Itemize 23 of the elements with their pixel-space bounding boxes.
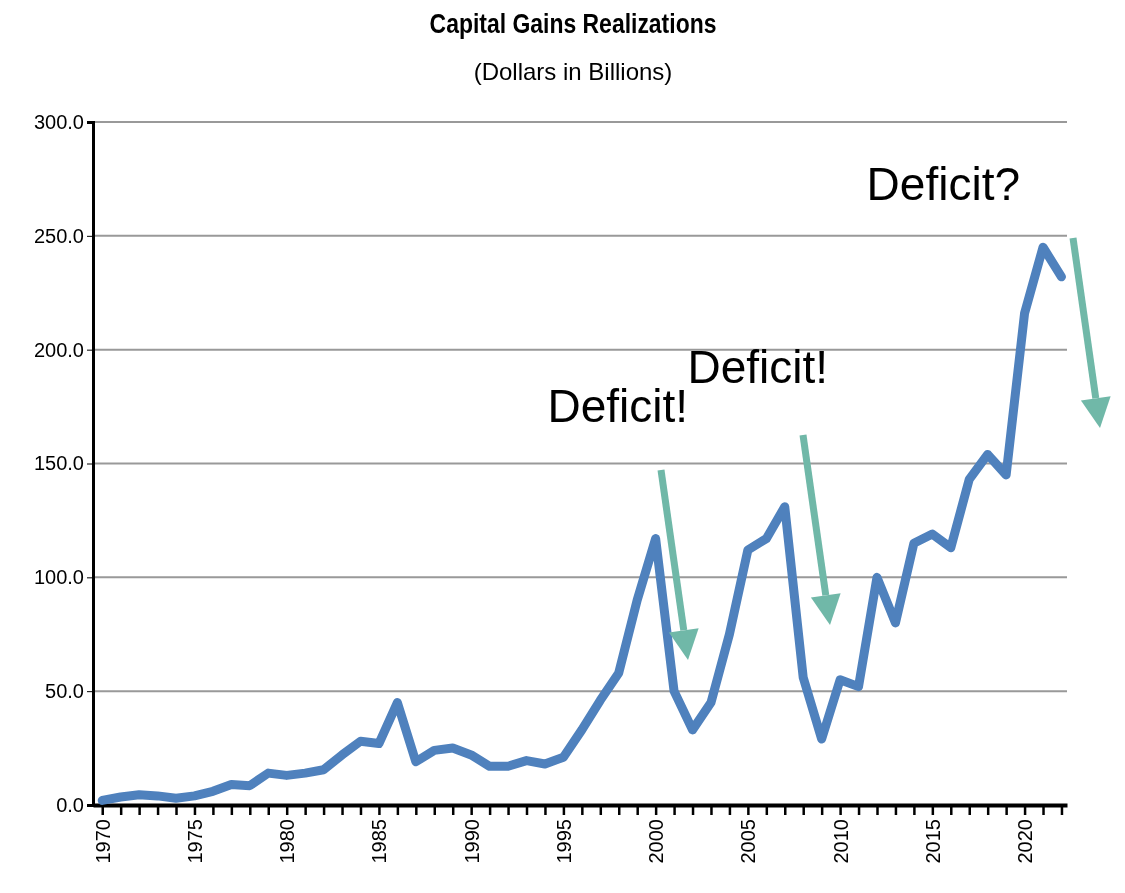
x-tick-label: 1970: [91, 819, 114, 864]
x-tick-label: 2020: [1014, 819, 1037, 864]
chart-subtitle: (Dollars in Billions): [473, 58, 673, 85]
x-tick-label: 1985: [368, 819, 391, 864]
y-tick-label: 0.0: [56, 793, 84, 816]
chart-title: Capital Gains Realizations: [429, 8, 717, 39]
annotation: Deficit!: [547, 380, 688, 432]
x-tick-label: 2000: [645, 819, 668, 864]
y-tick-label: 250.0: [33, 224, 84, 247]
x-tick-label: 2015: [921, 819, 944, 864]
annotation: Deficit?: [866, 158, 1020, 210]
y-tick-label: 50.0: [45, 680, 84, 703]
y-tick-label: 150.0: [33, 452, 84, 475]
y-tick-label: 300.0: [33, 110, 84, 133]
x-tick-label: 1995: [552, 819, 575, 864]
y-tick-label: 100.0: [33, 566, 84, 589]
x-tick-label: 2005: [737, 819, 760, 864]
x-tick-label: 1990: [460, 819, 483, 864]
x-tick-label: 1980: [276, 819, 299, 864]
x-tick-label: 2010: [829, 819, 852, 864]
y-tick-label: 200.0: [33, 338, 84, 361]
annotation: Deficit!: [687, 341, 828, 393]
x-tick-label: 1975: [183, 819, 206, 864]
